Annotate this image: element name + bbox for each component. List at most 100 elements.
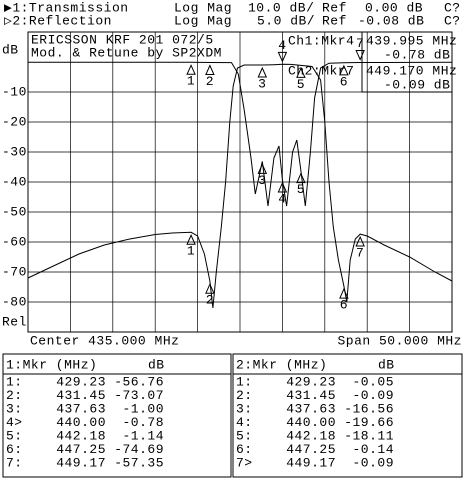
table-header: dB bbox=[378, 357, 395, 372]
y-tick-label: -20 bbox=[2, 114, 27, 129]
table-header: 2:Mkr (MHz) bbox=[236, 357, 327, 372]
table-box bbox=[2, 353, 232, 478]
table-cell: 449.17 bbox=[56, 455, 106, 470]
table-cell: 440.00 bbox=[286, 415, 336, 430]
header-field: 0.00 dB bbox=[365, 0, 423, 15]
table-cell: 431.45 bbox=[286, 388, 336, 403]
readout-frequency: 449.170 MHz bbox=[366, 63, 457, 78]
header-field: 10.0 dB/ bbox=[248, 0, 314, 15]
marker-label: 7 bbox=[356, 245, 364, 260]
marker-label: 4 bbox=[278, 38, 286, 53]
marker-label: 7 bbox=[356, 36, 364, 51]
table-cell: 429.23 bbox=[286, 374, 336, 389]
table-cell: -56.76 bbox=[114, 374, 164, 389]
annotation: Mod. & Retune by SP2XDM bbox=[31, 45, 222, 60]
y-tick-label: -80 bbox=[2, 294, 27, 309]
table-cell: -16.56 bbox=[344, 401, 394, 416]
table-cell: -0.05 bbox=[352, 374, 394, 389]
readout-value: -0.09 dB bbox=[384, 77, 450, 92]
marker bbox=[355, 50, 365, 61]
table-cell: -74.69 bbox=[114, 442, 164, 457]
readout-label: Ch1:Mkr4 bbox=[288, 33, 354, 48]
marker bbox=[205, 282, 215, 294]
y-tick-label: -30 bbox=[2, 144, 27, 159]
table-cell: -0.09 bbox=[352, 455, 394, 470]
table-cell: 2: bbox=[236, 388, 253, 403]
marker-label: 5 bbox=[297, 182, 305, 197]
marker bbox=[186, 64, 196, 75]
marker bbox=[296, 172, 306, 184]
table-cell: -1.00 bbox=[122, 401, 164, 416]
annotation: ERICSSON KRF 201 072/5 bbox=[31, 32, 214, 47]
table-cell: 7: bbox=[6, 455, 23, 470]
marker-label: 6 bbox=[340, 74, 348, 89]
marker bbox=[277, 51, 288, 63]
table-cell: 437.63 bbox=[286, 401, 336, 416]
marker-label: 1 bbox=[187, 74, 195, 89]
trace bbox=[27, 63, 453, 309]
table-cell: 4> bbox=[6, 415, 23, 430]
y-tick-label: -10 bbox=[2, 84, 27, 99]
y-tick-label: -40 bbox=[2, 174, 27, 189]
table-cell: -0.14 bbox=[352, 442, 394, 457]
table-cell: 1: bbox=[6, 374, 23, 389]
table-cell: -73.07 bbox=[114, 388, 164, 403]
marker bbox=[277, 181, 288, 193]
table-cell: 2: bbox=[6, 388, 23, 403]
table-cell: 431.45 bbox=[56, 388, 106, 403]
table-cell: 449.17 bbox=[286, 455, 336, 470]
table-cell: 447.25 bbox=[286, 442, 336, 457]
table-cell: 1: bbox=[236, 374, 253, 389]
table-cell: 4: bbox=[236, 415, 253, 430]
marker bbox=[339, 287, 349, 299]
marker-label: 4 bbox=[278, 191, 286, 206]
table-cell: 442.18 bbox=[56, 428, 106, 443]
header-field: 5.0 dB/ bbox=[257, 13, 315, 28]
marker bbox=[205, 64, 215, 76]
table-cell: 5: bbox=[6, 428, 23, 443]
header-field: C? bbox=[444, 13, 461, 28]
center-label: Center 435.000 MHz bbox=[30, 333, 179, 348]
table-cell: 6: bbox=[236, 442, 253, 457]
span-label: Span 50.000 MHz bbox=[337, 333, 462, 348]
y-axis-label: dB bbox=[2, 42, 19, 57]
table-cell: 6: bbox=[6, 442, 23, 457]
marker-label: 1 bbox=[187, 244, 195, 259]
header-field: Log Mag bbox=[174, 13, 232, 28]
table-cell: 442.18 bbox=[286, 428, 336, 443]
marker-label: 2 bbox=[206, 74, 214, 89]
marker-label: 2 bbox=[206, 293, 214, 308]
table-cell: 3: bbox=[236, 401, 253, 416]
header-field: ▷2:Reflection bbox=[4, 13, 112, 28]
marker bbox=[257, 66, 268, 78]
marker-label: 6 bbox=[340, 298, 348, 313]
marker-label: 3 bbox=[258, 76, 266, 91]
readout-label: Ch2:Mkr7 bbox=[288, 63, 354, 78]
table-header: 1:Mkr (MHz) bbox=[6, 357, 97, 372]
table-cell: 7> bbox=[236, 455, 253, 470]
table-cell: -0.09 bbox=[352, 388, 394, 403]
y-tick-label: -70 bbox=[2, 264, 27, 279]
table-cell: -1.14 bbox=[122, 428, 164, 443]
y-axis-label-bottom: Rel bbox=[2, 314, 27, 329]
table-cell: 429.23 bbox=[56, 374, 106, 389]
readout-value: -0.78 dB bbox=[384, 47, 450, 62]
marker bbox=[186, 234, 196, 245]
y-tick-label: -50 bbox=[2, 204, 27, 219]
trace bbox=[28, 61, 453, 207]
table-header: dB bbox=[148, 357, 165, 372]
table-cell: -57.35 bbox=[114, 455, 164, 470]
table-cell: 447.25 bbox=[56, 442, 106, 457]
table-cell: -0.78 bbox=[122, 415, 164, 430]
table-cell: 437.63 bbox=[56, 401, 106, 416]
table-cell: 5: bbox=[236, 428, 253, 443]
header-field: Ref bbox=[322, 0, 347, 15]
marker-label: 5 bbox=[297, 77, 305, 92]
header-field: C? bbox=[444, 0, 461, 15]
marker-label: 3 bbox=[258, 173, 266, 188]
header-field: -0.08 dB bbox=[358, 13, 424, 28]
header-field: ▶1:Transmission bbox=[4, 0, 129, 15]
header-field: Log Mag bbox=[174, 0, 232, 15]
table-box bbox=[232, 353, 463, 478]
